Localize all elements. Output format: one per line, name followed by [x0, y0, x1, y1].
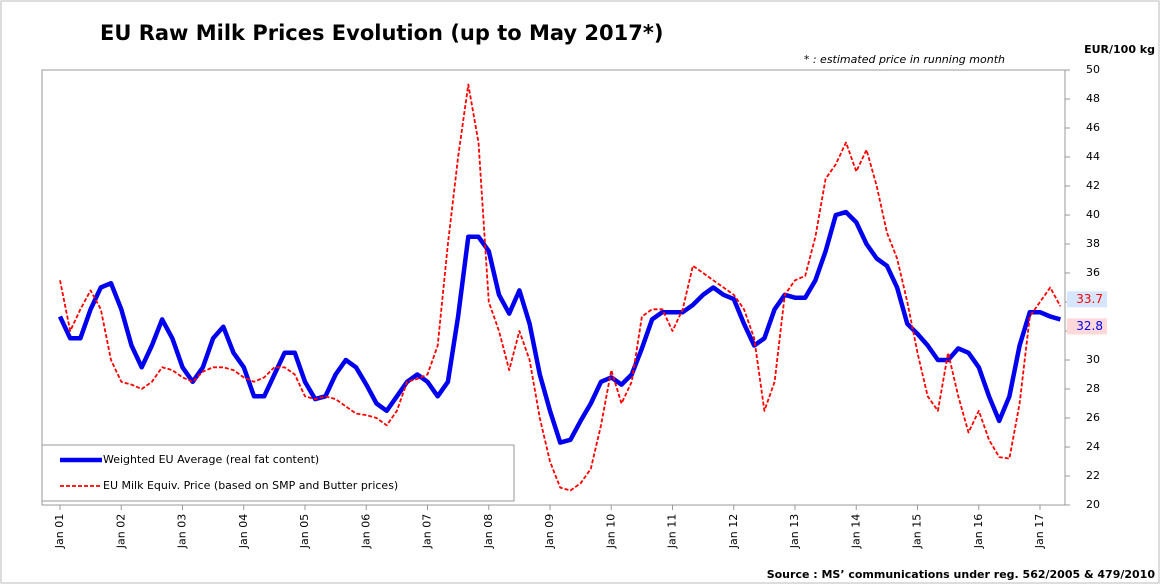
end-label: 32.8: [1076, 319, 1103, 333]
x-tick-label: Jan 17: [1033, 514, 1046, 549]
x-tick-label: Jan 13: [788, 514, 801, 549]
x-tick-label: Jan 11: [666, 514, 679, 549]
x-tick-label: Jan 14: [849, 514, 862, 549]
y-tick-label: 50: [1086, 63, 1100, 76]
plot-area: [41, 69, 1066, 506]
source: Source : MS’ communications under reg. 5…: [767, 568, 1156, 581]
x-tick-label: Jan 06: [359, 514, 372, 549]
x-tick-label: Jan 07: [421, 514, 434, 549]
y-tick-label: 26: [1086, 411, 1100, 424]
x-tick-label: Jan 02: [114, 514, 127, 549]
x-tick-label: Jan 09: [543, 514, 556, 549]
legend: Weighted EU Average (real fat content) EU…: [41, 444, 515, 502]
legend-label: Weighted EU Average (real fat content): [103, 453, 319, 466]
x-tick-label: Jan 15: [911, 514, 924, 549]
y-tick-label: 40: [1086, 208, 1100, 221]
x-tick-label: Jan 12: [727, 514, 740, 549]
y-tick-label: 24: [1086, 440, 1100, 453]
legend-box: [41, 444, 515, 502]
y-tick-label: 30: [1086, 353, 1100, 366]
series-line: [57, 209, 1062, 445]
y-tick-label: 36: [1086, 266, 1100, 279]
legend-label: EU Milk Equiv. Price (based on SMP and B…: [103, 479, 398, 492]
end-label-box: [1067, 318, 1107, 335]
end-label-box: [1067, 291, 1107, 308]
chart-title: EU Raw Milk Prices Evolution (up to May …: [100, 21, 663, 45]
y-tick-label: 38: [1086, 237, 1100, 250]
y-axis-label: EUR/100 kg: [1084, 43, 1155, 56]
x-tick-label: Jan 01: [53, 514, 66, 549]
y-tick-label: 44: [1086, 150, 1100, 163]
y-tick-label: 42: [1086, 179, 1100, 192]
subtitle: * : estimated price in running month: [804, 53, 1005, 66]
series-line: [59, 83, 1062, 492]
x-tick-label: Jan 04: [237, 514, 250, 549]
x-tick-label: Jan 10: [604, 514, 617, 549]
x-tick-label: Jan 03: [176, 514, 189, 549]
end-label: 33.7: [1076, 292, 1103, 306]
x-tick-label: Jan 16: [972, 514, 985, 549]
y-tick-label: 48: [1086, 92, 1100, 105]
y-tick-label: 22: [1086, 469, 1100, 482]
y-tick-label: 28: [1086, 382, 1100, 395]
x-tick-label: Jan 05: [298, 514, 311, 549]
x-tick-label: Jan 08: [482, 514, 495, 549]
y-tick-label: 46: [1086, 121, 1100, 134]
y-tick-label: 20: [1086, 498, 1100, 511]
